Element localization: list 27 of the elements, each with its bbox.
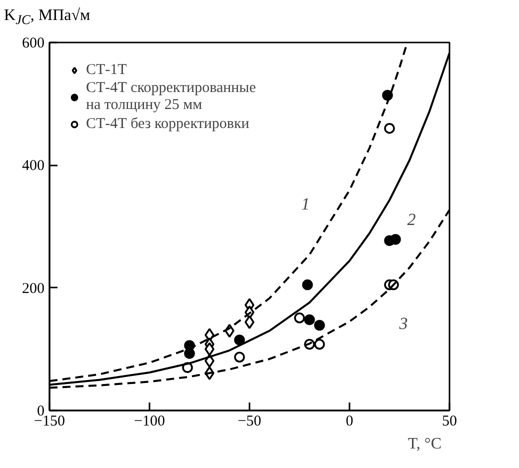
y-tick-label: 0 [37,404,44,420]
legend-label: СТ-4Т без корректировки [86,116,250,132]
point [184,348,195,359]
point [314,338,325,350]
y-axis-title: K$_{JC}$, МПа√м [4,6,90,30]
x-tick-label: 0 [346,414,354,430]
x-tick-label: −100 [134,414,165,430]
point [234,334,245,346]
point [302,279,313,290]
y-tick-label: 400 [22,158,44,174]
legend-label: СТ-1Т [86,62,127,78]
point [314,320,325,331]
point [384,122,395,134]
legend-label: СТ-4Т скорректированные на толщину 25 мм [86,80,256,114]
x-tick-label: −50 [238,414,262,430]
point [294,312,305,324]
point [234,352,245,363]
annotation: 3 [398,314,408,333]
point [304,314,315,326]
y-tick-label: 200 [22,280,44,297]
x-axis-title: T, °C [408,436,442,452]
y-tick-label: 600 [22,36,44,52]
annotation: 2 [407,210,416,230]
point [382,90,393,101]
annotation: 1 [301,194,310,214]
point [390,234,401,245]
x-tick-label: 50 [442,414,457,430]
